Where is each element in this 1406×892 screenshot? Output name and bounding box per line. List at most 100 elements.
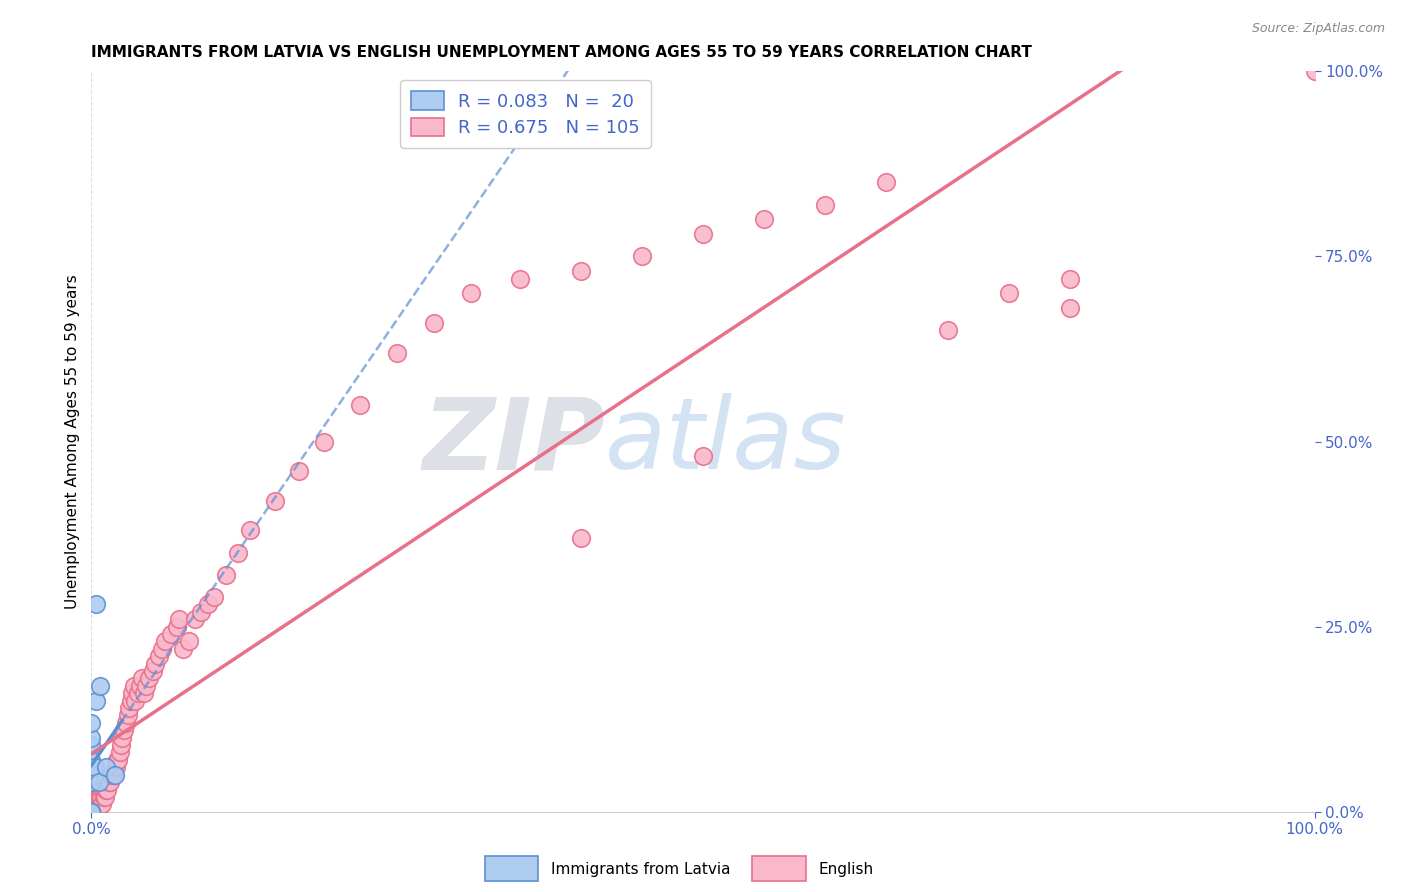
Text: Immigrants from Latvia: Immigrants from Latvia [551, 863, 731, 877]
Point [98, 775, 121, 789]
Point [104, 767, 127, 781]
Point [94, 789, 117, 804]
Point [148, 649, 170, 664]
Point [385, 345, 409, 359]
Point [423, 316, 446, 330]
Point [138, 672, 160, 686]
Point [80, 767, 103, 781]
Point [120, 694, 142, 708]
Point [80, 805, 103, 819]
Point [80, 805, 103, 819]
Point [1059, 301, 1081, 316]
Point [692, 227, 714, 242]
Point [91, 782, 114, 797]
Point [80, 805, 103, 819]
Point [166, 619, 188, 633]
Point [80, 805, 103, 819]
Point [80, 731, 103, 745]
Point [107, 753, 129, 767]
Point [80, 775, 103, 789]
Point [80, 760, 103, 774]
Point [84, 598, 107, 612]
Point [135, 679, 157, 693]
Point [100, 767, 122, 781]
Point [184, 612, 207, 626]
Point [84, 805, 107, 819]
Point [84, 805, 107, 819]
Text: atlas: atlas [605, 393, 846, 490]
Point [312, 434, 335, 449]
Point [349, 397, 371, 411]
Text: IMMIGRANTS FROM LATVIA VS ENGLISH UNEMPLOYMENT AMONG AGES 55 TO 59 YEARS CORRELA: IMMIGRANTS FROM LATVIA VS ENGLISH UNEMPL… [91, 45, 1032, 61]
Point [509, 271, 531, 285]
Point [91, 797, 114, 812]
Point [129, 679, 152, 693]
Point [80, 738, 103, 752]
Point [94, 782, 117, 797]
Point [84, 789, 107, 804]
Point [111, 731, 134, 745]
Point [84, 805, 107, 819]
Point [143, 657, 166, 671]
Point [87, 775, 110, 789]
Point [1059, 271, 1081, 285]
Point [80, 805, 103, 819]
Point [814, 197, 837, 211]
Point [160, 627, 183, 641]
Point [93, 782, 115, 797]
Point [153, 634, 176, 648]
Point [108, 746, 131, 760]
Point [80, 797, 103, 812]
Point [132, 686, 155, 700]
Point [103, 767, 125, 781]
Point [150, 641, 173, 656]
Point [692, 450, 714, 464]
Point [114, 715, 136, 730]
Text: English: English [818, 863, 873, 877]
Point [87, 789, 110, 804]
Point [89, 679, 111, 693]
Legend: R = 0.083   N =  20, R = 0.675   N = 105: R = 0.083 N = 20, R = 0.675 N = 105 [401, 80, 651, 148]
Point [80, 805, 103, 819]
Point [83, 805, 105, 819]
Point [84, 797, 107, 812]
Point [80, 805, 103, 819]
Point [80, 805, 103, 819]
Point [215, 567, 238, 582]
Point [631, 250, 654, 264]
Point [83, 797, 105, 812]
Point [239, 524, 262, 538]
Point [80, 805, 103, 819]
Point [80, 753, 103, 767]
Point [94, 760, 117, 774]
Point [80, 805, 103, 819]
Point [87, 797, 110, 812]
Point [117, 708, 139, 723]
Point [179, 634, 201, 648]
Point [83, 805, 105, 819]
Point [94, 775, 117, 789]
Point [121, 686, 143, 700]
Point [86, 805, 108, 819]
Point [569, 531, 592, 545]
Point [190, 605, 212, 619]
Point [101, 767, 124, 781]
Point [105, 753, 128, 767]
Point [104, 760, 127, 774]
Point [80, 805, 103, 819]
Point [1303, 64, 1326, 78]
Point [86, 797, 108, 812]
Point [84, 797, 107, 812]
Point [131, 672, 153, 686]
Point [80, 805, 103, 819]
Point [122, 679, 145, 693]
Point [80, 805, 103, 819]
Point [288, 464, 311, 478]
Point [82, 797, 104, 812]
Point [460, 286, 482, 301]
Point [226, 546, 249, 560]
Text: ZIP: ZIP [422, 393, 605, 490]
Point [141, 664, 163, 678]
Point [90, 789, 112, 804]
Point [569, 264, 592, 278]
